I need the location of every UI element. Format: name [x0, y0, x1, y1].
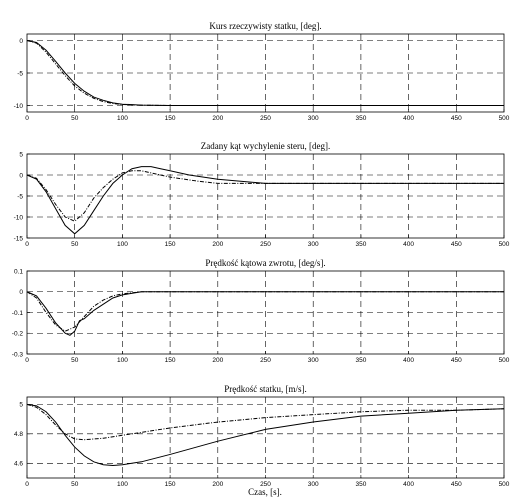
series-line-solid — [26, 40, 504, 106]
x-tick-label: 300 — [308, 115, 319, 122]
x-tick-label: 200 — [212, 357, 223, 364]
x-tick-label: 100 — [117, 115, 128, 122]
plot-frame — [26, 153, 505, 239]
x-tick-label: 150 — [165, 115, 176, 122]
x-tick-label: 0 — [25, 115, 29, 122]
x-tick-label: 500 — [499, 241, 510, 248]
x-tick-label: 350 — [355, 357, 366, 364]
plot-frame — [26, 33, 505, 113]
panel-title: Prędkość statku, [m/s]. — [224, 384, 307, 394]
x-tick-label: 50 — [71, 481, 79, 488]
series-line-dashdot — [26, 291, 504, 332]
x-tick-label: 300 — [308, 481, 319, 488]
x-tick-label: 100 — [117, 357, 128, 364]
y-tick-label: -0.3 — [12, 351, 24, 358]
y-tick-label: -5 — [17, 193, 23, 200]
x-tick-label: 400 — [403, 481, 414, 488]
plot-frame — [26, 396, 505, 479]
chart-panels: Kurs rzeczywisty statku, [deg].0 50 100 150… — [12, 21, 510, 488]
x-tick-label: 150 — [165, 357, 176, 364]
x-tick-label: 100 — [117, 481, 128, 488]
x-tick-label: 50 — [71, 115, 79, 122]
y-tick-label: 5 — [19, 151, 23, 158]
x-tick-label: 250 — [260, 481, 271, 488]
panel-title: Kurs rzeczywisty statku, [deg]. — [209, 21, 321, 31]
y-tick-label: -10 — [14, 214, 24, 221]
y-tick-label: 0 — [19, 38, 23, 45]
panel-title: Zadany kąt wychylenie steru, [deg]. — [201, 141, 330, 151]
y-tick-label: -5 — [17, 70, 23, 77]
plot-frame — [26, 270, 505, 355]
x-tick-label: 0 — [25, 241, 29, 248]
x-tick-label: 500 — [499, 115, 510, 122]
y-tick-label: 0.1 — [14, 268, 23, 275]
chart-panel-2: Zadany kąt wychylenie steru, [deg].0 50 10… — [14, 141, 510, 248]
y-tick-label: -0.2 — [12, 331, 24, 338]
x-tick-label: 150 — [165, 481, 176, 488]
x-tick-label: 200 — [212, 481, 223, 488]
panel-title: Prędkość kątowa zwrotu, [deg/s]. — [205, 258, 325, 268]
x-tick-label: 250 — [260, 357, 271, 364]
x-tick-label: 500 — [499, 481, 510, 488]
x-tick-label: 250 — [260, 241, 271, 248]
x-tick-label: 150 — [165, 241, 176, 248]
x-tick-label: 400 — [403, 115, 414, 122]
series-line-dashdot — [26, 170, 504, 222]
x-tick-label: 350 — [355, 241, 366, 248]
x-tick-label: 450 — [451, 357, 462, 364]
x-tick-label: 300 — [308, 357, 319, 364]
x-tick-label: 100 — [117, 241, 128, 248]
series-line-dashdot — [26, 403, 505, 441]
x-tick-label: 200 — [212, 115, 223, 122]
x-tick-label: 450 — [451, 241, 462, 248]
y-tick-label: 4.6 — [14, 461, 23, 468]
x-tick-label: 350 — [355, 481, 366, 488]
x-tick-label: 0 — [25, 481, 29, 488]
series-line-dashdot — [26, 40, 504, 106]
y-tick-label: -15 — [14, 235, 24, 242]
x-tick-label: 450 — [451, 115, 462, 122]
x-tick-label: 250 — [260, 115, 271, 122]
x-tick-label: 450 — [451, 481, 462, 488]
y-tick-label: -0.1 — [12, 310, 24, 317]
x-tick-label: 50 — [71, 241, 79, 248]
x-tick-label: 300 — [308, 241, 319, 248]
x-tick-label: 400 — [403, 241, 414, 248]
x-tick-label: 200 — [212, 241, 223, 248]
x-tick-label: 350 — [355, 115, 366, 122]
y-tick-label: -10 — [14, 103, 24, 110]
y-tick-label: 4.8 — [14, 431, 23, 438]
x-axis-label: Czas, [s]. — [248, 487, 282, 497]
x-tick-label: 500 — [499, 357, 510, 364]
y-tick-label: 0 — [19, 172, 23, 179]
series-line-solid — [26, 403, 505, 466]
chart-panel-1: Kurs rzeczywisty statku, [deg]. 0 50 100 150… — [14, 21, 510, 122]
y-tick-label: 5 — [19, 402, 23, 409]
x-tick-label: 400 — [403, 357, 414, 364]
x-tick-label: 50 — [71, 357, 79, 364]
chart-panel-3: Prędkość kątowa zwrotu, [deg/s]. 0 50 100 15… — [12, 258, 510, 364]
y-tick-label: 0 — [19, 289, 23, 296]
x-tick-label: 0 — [25, 357, 29, 364]
chart-panel-4: Prędkość statku, [m/s]. 0 50 100 150 200 250 30… — [14, 384, 510, 488]
